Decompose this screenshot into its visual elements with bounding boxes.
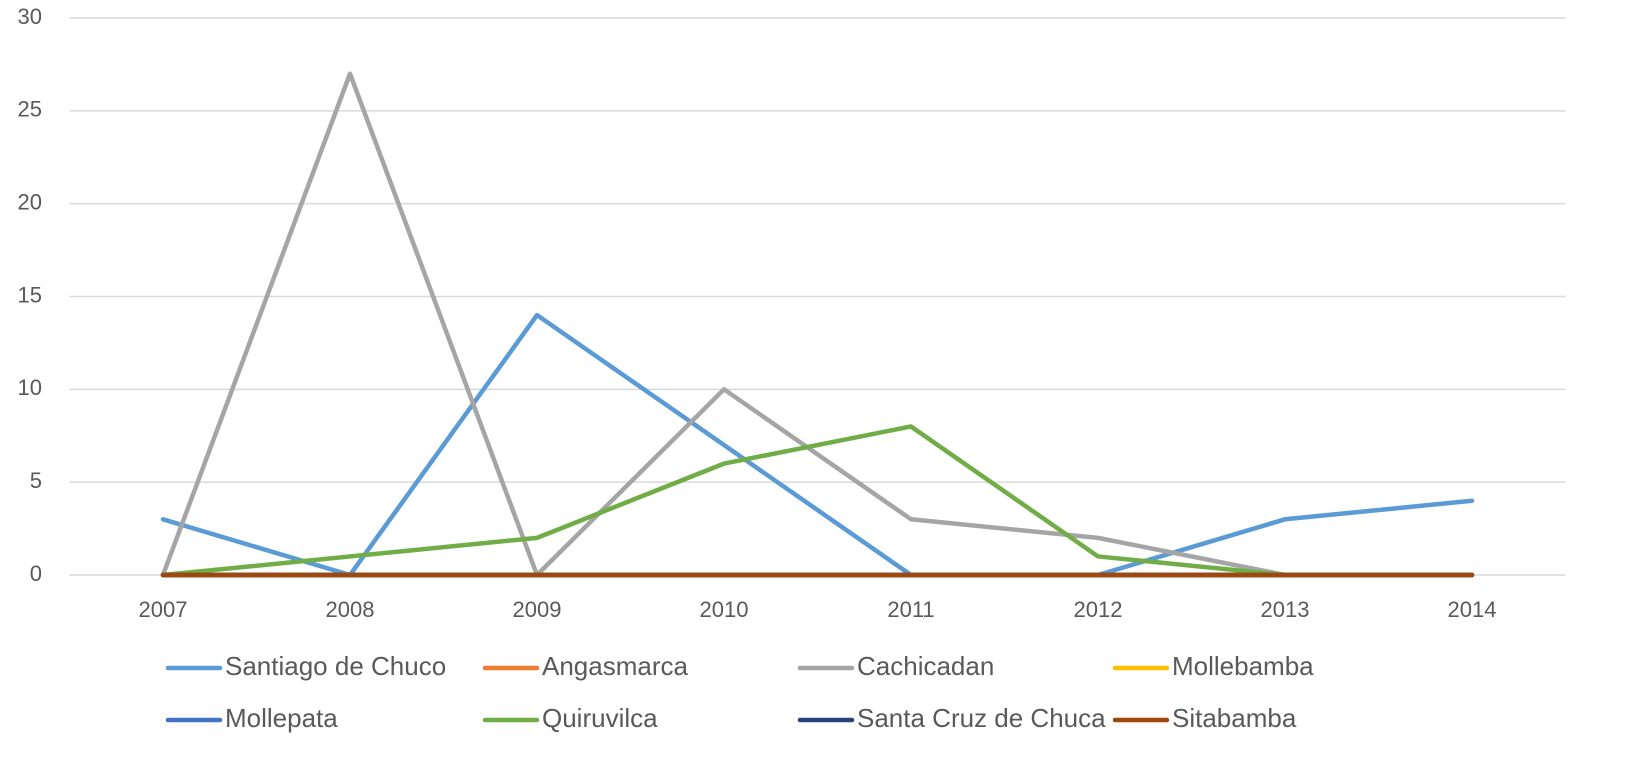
x-tick-label: 2013	[1261, 597, 1310, 622]
x-tick-label: 2014	[1448, 597, 1497, 622]
x-tick-label: 2010	[700, 597, 749, 622]
x-tick-label: 2008	[326, 597, 375, 622]
legend-label: Cachicadan	[857, 651, 994, 681]
series-line	[160, 312, 1475, 578]
x-tick-label: 2007	[139, 597, 188, 622]
series-line	[160, 424, 1475, 578]
legend-label: Mollepata	[225, 703, 338, 733]
series-line	[160, 71, 1475, 578]
legend-label: Mollebamba	[1172, 651, 1314, 681]
y-tick-label: 30	[18, 4, 42, 29]
x-tick-label: 2012	[1074, 597, 1123, 622]
legend-label: Santa Cruz de Chuca	[857, 703, 1106, 733]
y-tick-label: 15	[18, 282, 42, 307]
y-tick-label: 5	[30, 468, 42, 493]
legend-label: Sitabamba	[1172, 703, 1297, 733]
legend-label: Santiago de Chuco	[225, 651, 446, 681]
legend-label: Angasmarca	[542, 651, 688, 681]
y-tick-label: 0	[30, 561, 42, 586]
y-tick-label: 20	[18, 189, 42, 214]
legend-label: Quiruvilca	[542, 703, 658, 733]
x-tick-label: 2009	[513, 597, 562, 622]
y-tick-label: 25	[18, 97, 42, 122]
y-tick-label: 10	[18, 375, 42, 400]
x-tick-label: 2011	[887, 597, 934, 622]
